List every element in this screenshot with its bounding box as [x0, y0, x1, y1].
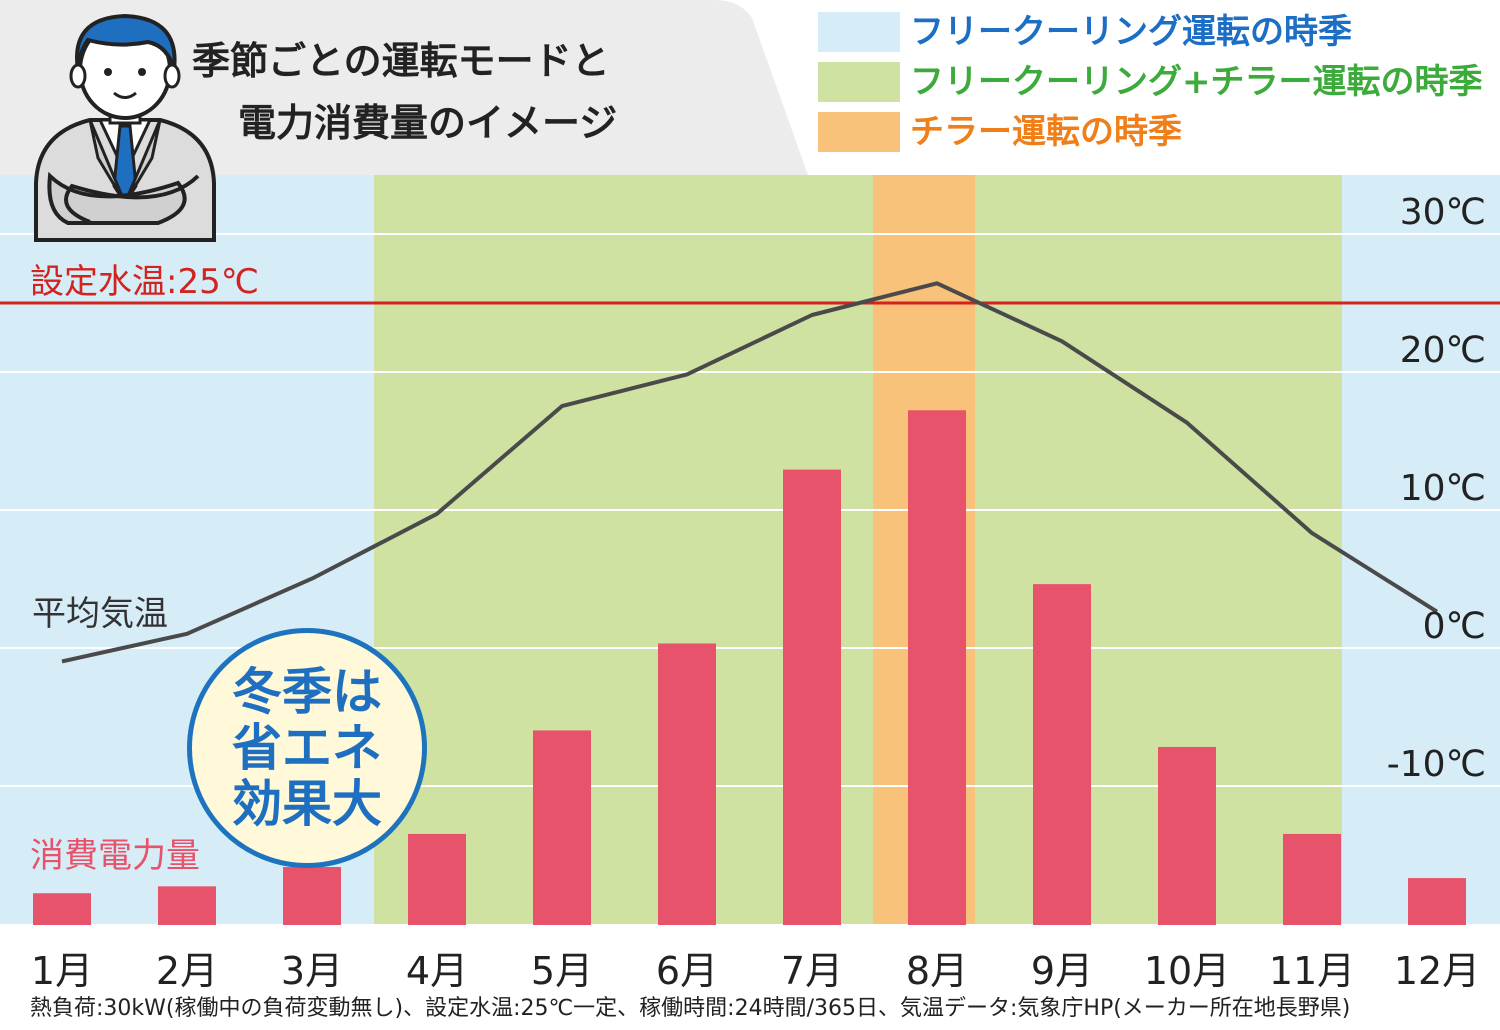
legend-label-hybrid: フリークーリング+チラー運転の時季	[910, 62, 1483, 102]
bar-9月	[1033, 584, 1091, 925]
bar-12月	[1408, 878, 1466, 925]
y-tick-20: 20℃	[1399, 330, 1486, 371]
x-tick-5: 5月	[530, 949, 594, 993]
bar-1月	[33, 893, 91, 925]
bar-5月	[533, 730, 591, 925]
x-tick-11: 11月	[1268, 949, 1356, 993]
header-area	[0, 0, 808, 175]
avg-temp-line	[61, 281, 1439, 664]
bar-10月	[1158, 746, 1216, 925]
x-tick-7: 7月	[780, 949, 844, 993]
avg-temp-label: 平均気温	[32, 594, 168, 634]
temperature-line	[0, 281, 1500, 664]
y-tick-0: 0℃	[1422, 606, 1486, 647]
bar-2月	[158, 886, 216, 925]
x-tick-9: 9月	[1030, 949, 1094, 993]
badge-line-1: 冬季は	[232, 663, 382, 721]
x-tick-12: 12月	[1393, 949, 1481, 993]
businessman-icon	[34, 13, 216, 242]
y-tick-30: 30℃	[1399, 192, 1486, 233]
bar-3月	[283, 867, 341, 925]
bar-6月	[658, 643, 716, 925]
x-tick-10: 10月	[1143, 949, 1231, 993]
badge-line-2: 省エネ	[232, 719, 382, 777]
winter-savings-badge: 冬季は 省エネ 効果大	[187, 628, 427, 868]
bar-7月	[783, 469, 841, 925]
chart-title-line-2: 電力消費量のイメージ	[238, 101, 618, 145]
bar-4月	[408, 833, 466, 925]
power-bars	[33, 410, 1466, 925]
legend-label-chiller: チラー運転の時季	[910, 112, 1182, 152]
footnote: 熱負荷:30kW(稼働中の負荷変動無し)、設定水温:25℃一定、稼働時間:24時…	[30, 996, 1351, 1021]
x-tick-8: 8月	[905, 949, 969, 993]
legend-swatch-freecooling	[818, 12, 900, 52]
bar-8月	[908, 410, 966, 925]
power-label: 消費電力量	[30, 836, 200, 876]
chart-title-line-1: 季節ごとの運転モードと	[192, 39, 610, 83]
x-tick-3: 3月	[280, 949, 344, 993]
legend-swatch-chiller	[818, 112, 900, 152]
x-tick-2: 2月	[155, 949, 219, 993]
title-banner	[0, 0, 808, 175]
x-tick-4: 4月	[405, 949, 469, 993]
setpoint-label: 設定水温:25℃	[30, 262, 259, 302]
bar-11月	[1283, 833, 1341, 925]
x-tick-6: 6月	[655, 949, 719, 993]
y-tick-10: 10℃	[1399, 468, 1486, 509]
legend-swatch-hybrid	[818, 62, 900, 102]
x-tick-1: 1月	[30, 949, 94, 993]
legend-label-freecooling: フリークーリング運転の時季	[910, 12, 1352, 52]
badge-line-3: 効果大	[232, 775, 382, 833]
y-tick-minus10: -10℃	[1386, 744, 1486, 785]
